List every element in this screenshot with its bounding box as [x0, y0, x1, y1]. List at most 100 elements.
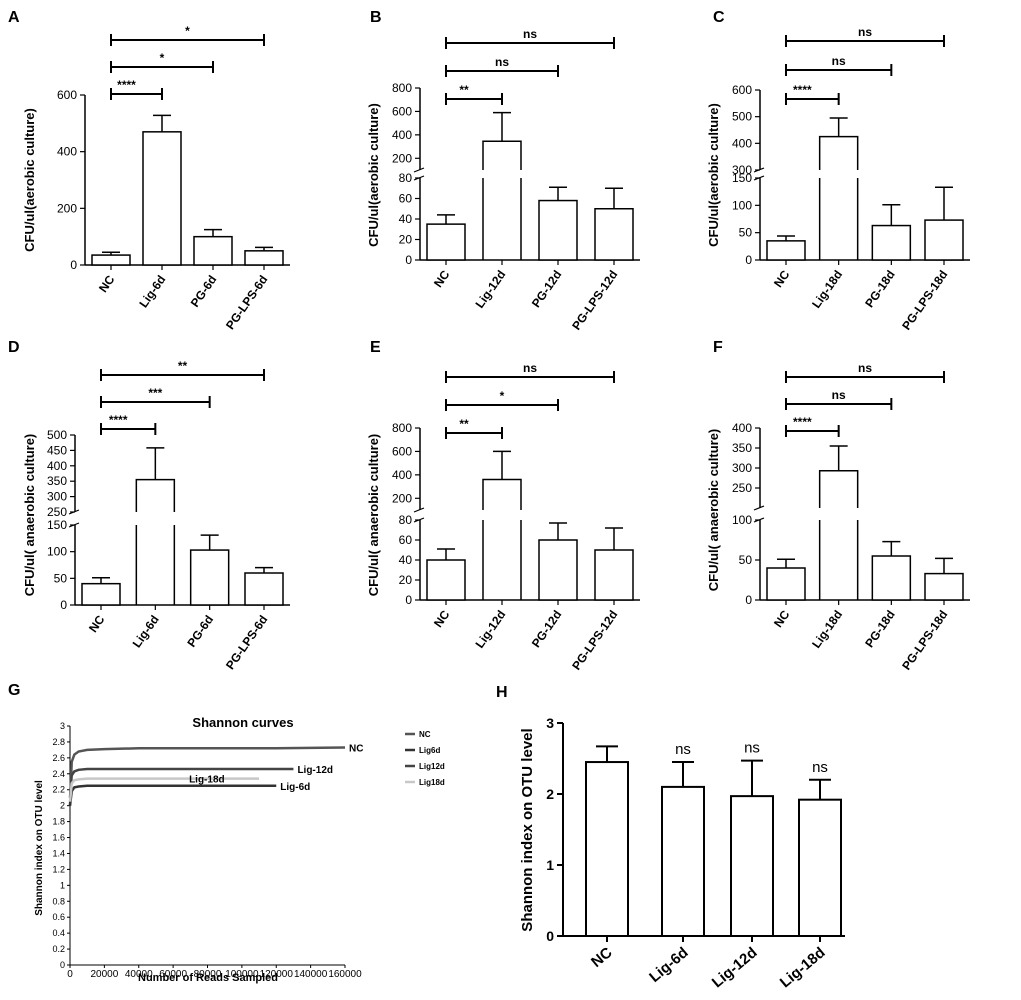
x-tick-label: Lig-12d [473, 268, 509, 311]
significance-label: ** [459, 417, 469, 431]
x-tick-label: Lig-12d [709, 944, 761, 991]
axis-break-mark [413, 167, 425, 173]
y-tick-label: 0 [405, 593, 412, 607]
y-axis-label-b: CFU/ul(aerobic culture) [366, 103, 381, 247]
significance-label: **** [793, 415, 812, 429]
x-tick-label: PG-12d [529, 268, 565, 310]
significance-label: ns [858, 361, 872, 375]
bar-pg-12d [538, 539, 578, 601]
x-tick-label: 120000 [260, 969, 294, 980]
x-tick-label: 0 [67, 969, 73, 980]
y-tick-label: 100 [47, 545, 67, 559]
series-end-label: Lig-6d [280, 782, 310, 793]
y-tick-label: 60 [399, 533, 413, 547]
bar-pg-18d [871, 555, 912, 601]
y-tick-label: 400 [57, 145, 77, 159]
y-tick-label: 50 [739, 553, 753, 567]
bar-lig-12d [730, 795, 774, 937]
y-tick-label: 3 [60, 721, 65, 731]
panel-label-b: B [370, 9, 382, 26]
series-line-lig12d [68, 767, 294, 798]
y-tick-label: 50 [54, 571, 68, 585]
bar-nc [585, 761, 629, 937]
significance-label: * [185, 24, 190, 38]
bar-pg-18d [871, 224, 912, 261]
series-line-lig18d [68, 777, 260, 802]
y-axis-label-c: CFU/ul(aerobic culture) [706, 103, 721, 247]
x-tick-label: Lig-12d [473, 608, 509, 651]
bar-pg-6d [189, 549, 230, 606]
y-tick-label: 0.6 [52, 912, 65, 922]
axis-break-mark [753, 517, 765, 523]
series-end-label: Lig-18d [189, 775, 225, 786]
y-axis-label-a: CFU/ul(aerobic culture) [22, 108, 37, 252]
y-axis-label-h: Shannon index on OTU level [519, 728, 536, 931]
significance-label: ** [178, 359, 188, 373]
y-tick-label: 400 [732, 136, 752, 150]
significance-label: ns [858, 25, 872, 39]
y-tick-label: 0 [60, 960, 65, 970]
y-tick-label: 800 [392, 421, 412, 435]
x-tick-label: NC [86, 612, 108, 635]
x-tick-label: PG-LPS-6d [223, 613, 270, 672]
y-tick-label: 300 [47, 490, 67, 504]
bar-lig-18d [798, 798, 842, 937]
x-tick-label: PG-LPS-12d [569, 268, 620, 333]
x-tick-label: Lig-18d [809, 268, 845, 311]
significance-label: * [500, 389, 505, 403]
y-tick-label: 350 [47, 474, 67, 488]
y-tick-label: 600 [732, 83, 752, 97]
y-tick-label: 2 [546, 786, 554, 802]
legend-label: Lig6d [419, 746, 440, 755]
x-tick-label: NC [431, 607, 453, 630]
y-tick-label: 60 [399, 192, 413, 206]
y-tick-label: 450 [47, 443, 67, 457]
bar-pg-12d [538, 199, 578, 261]
significance-label: ns [832, 54, 846, 68]
bar-pg-lps-12d [594, 549, 634, 601]
y-tick-label: 2.6 [52, 753, 65, 763]
y-tick-label: 40 [399, 553, 413, 567]
x-tick-label: 160000 [328, 969, 362, 980]
y-tick-label: 500 [732, 110, 752, 124]
x-tick-label: NC [771, 267, 793, 290]
significance-label: **** [117, 78, 136, 92]
bar-pg-lps-12d [594, 208, 634, 261]
series-line-lig6d [68, 784, 277, 806]
significance-label: ns [812, 759, 828, 776]
axis-break-mark [753, 175, 765, 181]
bar-nc [91, 254, 131, 266]
y-tick-label: 2 [60, 801, 65, 811]
bar-nc [426, 559, 466, 601]
legend-label: Lig18d [419, 778, 445, 787]
bar-pg-lps-18d [924, 219, 964, 261]
panel-label-d: D [8, 339, 20, 356]
y-tick-label: 100 [732, 513, 752, 527]
series-end-label: NC [349, 744, 363, 755]
bar-pg-6d [193, 235, 233, 266]
y-tick-label: 150 [732, 171, 752, 185]
significance-label: ns [675, 741, 691, 758]
bar-pg-lps-18d [924, 572, 964, 601]
x-tick-label: Lig-18d [809, 608, 845, 651]
y-tick-label: 1 [546, 857, 554, 873]
panel-label-f: F [713, 339, 723, 356]
x-tick-label: 20000 [90, 969, 118, 980]
axis-break-mark [68, 509, 80, 515]
x-tick-label: 80000 [194, 969, 222, 980]
x-tick-label: PG-LPS-6d [223, 273, 270, 332]
significance-label: ns [523, 361, 537, 375]
panel-label-h: H [496, 684, 508, 701]
y-tick-label: 150 [47, 518, 67, 532]
y-tick-label: 600 [392, 444, 412, 458]
bar-pg-lps-6d [244, 572, 284, 606]
y-tick-label: 20 [399, 573, 413, 587]
significance-label: ns [744, 740, 760, 757]
x-tick-label: 100000 [225, 969, 259, 980]
x-tick-label: NC [96, 272, 118, 295]
y-tick-label: 1 [60, 880, 65, 890]
y-tick-label: 0 [745, 593, 752, 607]
y-tick-label: 0 [546, 928, 554, 944]
y-tick-label: 400 [732, 421, 752, 435]
y-tick-label: 0 [60, 598, 67, 612]
